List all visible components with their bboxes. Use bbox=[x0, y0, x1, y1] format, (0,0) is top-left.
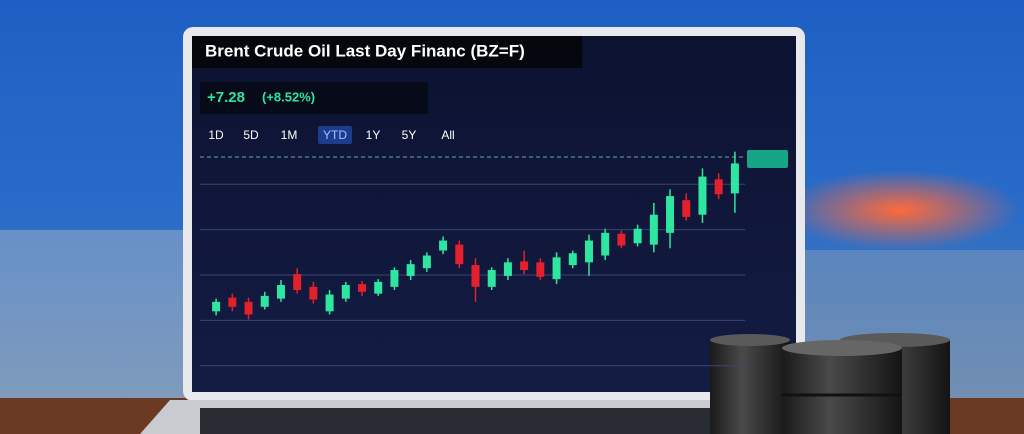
candle-body bbox=[422, 255, 431, 269]
candle-body bbox=[439, 240, 448, 251]
range-button[interactable]: 5D bbox=[243, 128, 259, 142]
candle-body bbox=[682, 200, 691, 217]
title-bar bbox=[192, 36, 582, 68]
candle-body bbox=[471, 265, 480, 287]
candle-body bbox=[406, 264, 415, 276]
range-buttons: 1D 5D 1M YTD 1Y 5Y All bbox=[208, 126, 455, 144]
candle-body bbox=[455, 244, 464, 265]
candle-body bbox=[666, 196, 675, 233]
barrel-top bbox=[710, 334, 790, 346]
candle-body bbox=[633, 228, 642, 244]
change-value: +7.28 bbox=[207, 89, 245, 106]
chart-title: Brent Crude Oil Last Day Financ (BZ=F) bbox=[205, 41, 525, 60]
candle-body bbox=[503, 262, 512, 276]
keyboard bbox=[200, 408, 720, 434]
plot bbox=[200, 151, 745, 367]
candle-body bbox=[212, 301, 221, 312]
candle-body bbox=[487, 270, 496, 287]
change-box bbox=[200, 82, 428, 114]
range-button[interactable]: 1M bbox=[281, 128, 298, 142]
change-percent: (+8.52%) bbox=[262, 89, 315, 104]
range-button[interactable]: 1D bbox=[208, 128, 224, 142]
candle-body bbox=[568, 253, 577, 266]
candle-body bbox=[552, 257, 561, 280]
barrel-top bbox=[782, 340, 902, 356]
candle-body bbox=[358, 284, 367, 292]
range-button[interactable]: 1Y bbox=[366, 128, 381, 142]
range-button[interactable]: All bbox=[441, 128, 454, 142]
candle-body bbox=[390, 270, 399, 287]
candle-body bbox=[617, 233, 626, 246]
candle-body bbox=[244, 301, 253, 315]
candle-body bbox=[714, 179, 723, 195]
barrel bbox=[782, 348, 902, 434]
range-selected[interactable] bbox=[318, 126, 352, 144]
candle-body bbox=[228, 297, 237, 307]
barrels bbox=[710, 333, 950, 434]
candle-body bbox=[649, 214, 658, 245]
price-badge bbox=[747, 150, 788, 168]
candle-body bbox=[698, 176, 707, 215]
blur-light bbox=[780, 170, 1020, 250]
candle-body bbox=[309, 286, 318, 300]
blur-window bbox=[0, 230, 190, 400]
range-button[interactable]: 5Y bbox=[402, 128, 417, 142]
candle-body bbox=[584, 240, 593, 263]
range-button[interactable]: YTD bbox=[323, 128, 347, 142]
candle-body bbox=[536, 262, 545, 277]
candle-body bbox=[276, 285, 285, 299]
candle-body bbox=[325, 294, 334, 312]
candle-body bbox=[374, 281, 383, 294]
barrel bbox=[710, 340, 790, 434]
candle-body bbox=[341, 285, 350, 299]
candle-body bbox=[520, 261, 529, 271]
candle-body bbox=[260, 295, 269, 307]
candle-body bbox=[293, 274, 302, 291]
candle-body bbox=[601, 232, 610, 256]
candle-body bbox=[730, 163, 739, 194]
